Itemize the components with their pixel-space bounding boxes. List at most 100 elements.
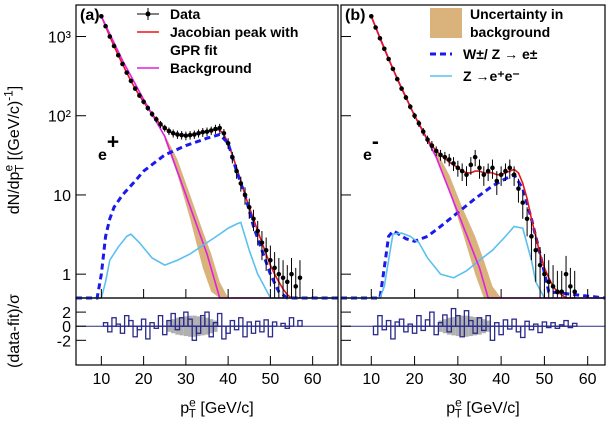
data-point <box>234 168 239 174</box>
residual-bin <box>459 325 465 338</box>
residual-bin <box>250 325 257 334</box>
charge-label: e- <box>363 131 379 164</box>
y-tick-label: 0 <box>62 319 71 336</box>
data-point <box>529 234 534 239</box>
data-point <box>145 105 151 111</box>
residual-bin <box>259 325 265 333</box>
label-part: T <box>12 165 26 172</box>
data-point <box>153 117 159 122</box>
data-point <box>490 165 495 171</box>
residual-bin <box>498 325 504 336</box>
label-part: -1 <box>2 90 16 101</box>
data-point <box>179 132 184 138</box>
residual-bin <box>506 325 513 330</box>
residual-bin <box>472 325 478 334</box>
label-part: e <box>98 147 107 164</box>
panel-label: (a) <box>80 7 100 24</box>
data-point <box>276 271 282 277</box>
data-point <box>468 162 474 168</box>
residual-bin <box>102 322 109 327</box>
residual-bin <box>545 325 552 329</box>
x-tick-label: 20 <box>135 371 153 388</box>
data-point <box>498 172 504 178</box>
data-point <box>124 70 130 75</box>
data-point <box>572 289 578 295</box>
residual-bin <box>140 318 147 327</box>
data-point <box>230 154 235 160</box>
data-point <box>120 61 125 67</box>
residual-bin <box>153 325 160 329</box>
data-point <box>555 289 560 295</box>
data-point <box>103 23 108 29</box>
residual-bin <box>119 325 126 334</box>
y-tick-label: 10³ <box>48 30 72 47</box>
x-tick-label: 60 <box>579 371 597 388</box>
y-tick-label: 10² <box>48 109 72 126</box>
data-point <box>438 152 443 158</box>
x-axis-label: pe T [GeV/c] <box>180 396 253 421</box>
residual-bin <box>481 325 487 332</box>
residual-bin <box>174 325 181 331</box>
residual-bin <box>493 322 500 327</box>
data-point <box>208 128 214 133</box>
residual-bin <box>420 325 427 332</box>
label-part: T <box>455 406 462 420</box>
residual-bin <box>111 317 117 327</box>
residual-bin <box>550 322 556 327</box>
residual-bin <box>528 325 535 331</box>
data-point <box>268 257 273 263</box>
label-part: [(GeV/c) <box>6 101 23 165</box>
residual-bin <box>524 320 530 327</box>
residual-bin <box>385 319 392 327</box>
data-point <box>381 46 387 52</box>
residual-bin <box>238 317 244 327</box>
data-point <box>166 128 172 134</box>
data-point <box>255 228 261 234</box>
residual-bin <box>297 319 303 327</box>
residual-bin <box>485 314 491 327</box>
x-tick-label: 40 <box>492 371 510 388</box>
residual-bin <box>149 322 155 327</box>
data-point <box>433 148 439 154</box>
data-point <box>377 35 383 41</box>
data-point <box>507 165 513 171</box>
residual-bin <box>563 319 569 327</box>
legend-swatch <box>145 11 151 17</box>
residual-bin <box>455 314 461 327</box>
label-part: dN/dp <box>6 171 23 214</box>
residual-bin <box>254 320 261 327</box>
x-tick-label: 60 <box>304 371 322 388</box>
residual-bin <box>537 325 543 334</box>
data-point <box>111 43 117 49</box>
residual-bin <box>532 323 539 327</box>
data-point <box>477 165 482 171</box>
label-part: e <box>189 396 196 410</box>
label-part: - <box>372 131 379 154</box>
label-part: e <box>363 147 372 164</box>
residual-bin <box>132 325 138 338</box>
label-part: e <box>2 165 16 172</box>
legend-label: background <box>470 24 550 40</box>
data-point <box>141 99 146 105</box>
data-point <box>238 181 244 186</box>
residual-bin <box>390 325 396 340</box>
label-part: T <box>189 406 196 420</box>
residual-bin <box>407 323 414 327</box>
panel-label: (b) <box>345 7 365 24</box>
x-tick-label: 10 <box>92 371 110 388</box>
residual-bin <box>187 318 193 327</box>
residual-bin <box>463 310 470 327</box>
data-point <box>221 131 227 136</box>
data-point <box>425 137 430 142</box>
residual-bin <box>115 323 122 327</box>
data-point <box>403 95 409 100</box>
data-point <box>200 129 206 135</box>
residual-bin <box>554 325 561 329</box>
legend-label: GPR fit <box>170 42 218 58</box>
legend-label: W±/ Z → e± <box>463 46 538 62</box>
legend-swatch <box>430 8 462 38</box>
residual-bin <box>280 322 286 327</box>
residual-bin <box>208 325 214 338</box>
data-point <box>455 165 461 171</box>
